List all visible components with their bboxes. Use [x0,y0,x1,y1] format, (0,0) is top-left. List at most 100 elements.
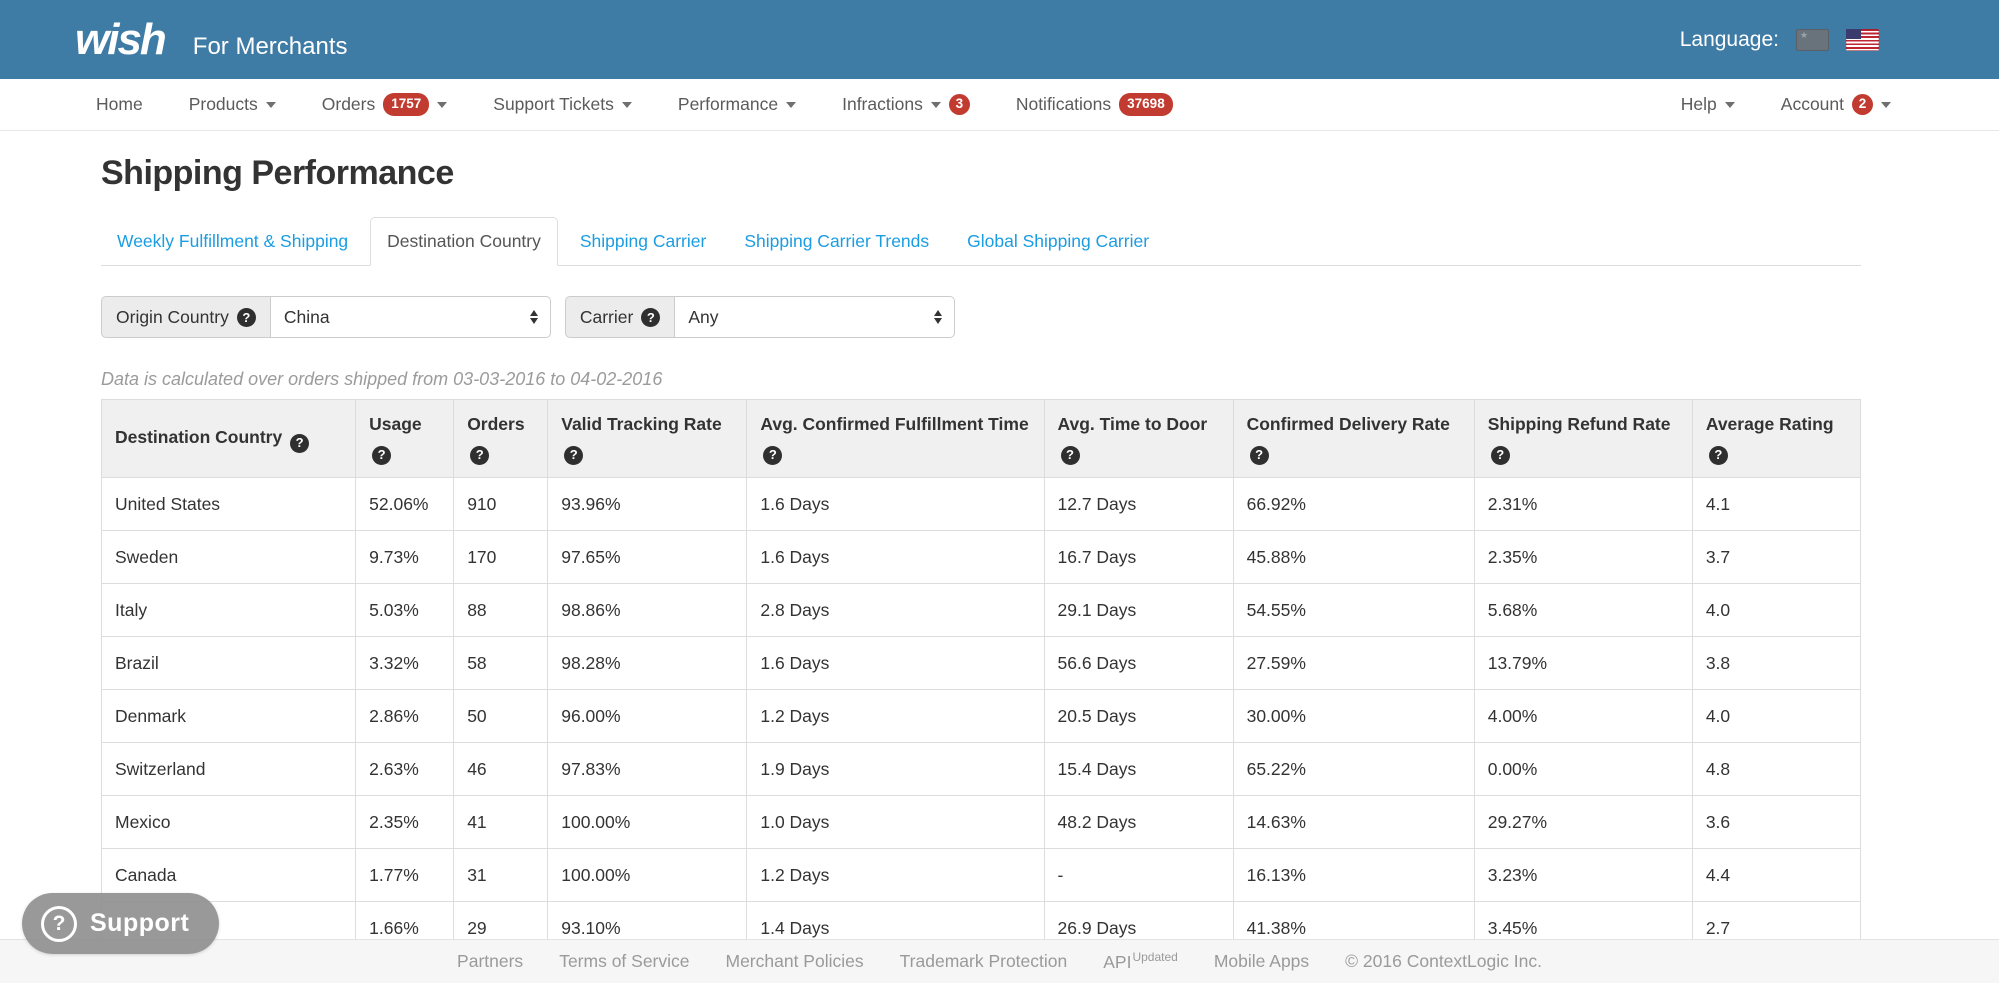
date-range-note: Data is calculated over orders shipped f… [101,369,663,389]
table-row: Sweden 9.73% 170 97.65% 1.6 Days 16.7 Days 45.… [100,530,1862,585]
chevron-down-icon [265,102,276,113]
nav-item-notifications[interactable]: Notifications 37698 [993,93,1196,116]
data-cell: 98.86% [547,583,748,638]
data-cell: 2.35% [355,795,455,850]
column-header-destination-country: Destination Country ? [100,398,357,479]
nav-item-support-tickets[interactable]: Support Tickets [470,94,655,115]
footer-item-superscript: Updated [1132,950,1178,965]
data-cell: 16.7 Days [1043,530,1234,585]
nav-item-performance[interactable]: Performance [655,94,819,115]
nav-item-infractions[interactable]: Infractions 3 [819,94,993,115]
data-cell: 5.03% [355,583,455,638]
mobile-apps-link[interactable]: Mobile Apps [1214,951,1309,972]
2016-contextlogic-inc-text: © 2016 ContextLogic Inc. [1345,951,1542,972]
data-cell: 29.1 Days [1043,583,1234,638]
tab-shipping-carrier-trends[interactable]: Shipping Carrier Trends [744,231,930,251]
origin-country-selected-value: China [283,306,330,327]
footer-item-label: Merchant Policies [725,951,864,971]
wish-logo[interactable]: wish [75,14,167,64]
nav-item-orders[interactable]: Orders 1757 [299,93,471,116]
data-cell: 30.00% [1232,689,1475,744]
data-cell: 12.7 Days [1043,477,1234,532]
language-switcher: Language: [1680,28,1879,52]
help-icon[interactable]: ? [1490,446,1510,466]
merchant-policies-link[interactable]: Merchant Policies [726,951,864,972]
partners-link[interactable]: Partners [457,951,523,972]
tab-destination-country[interactable]: Destination Country [370,217,558,266]
column-header-label: Avg. Time to Door [1057,414,1208,434]
data-cell: 97.83% [547,742,748,797]
notification-badge: 3 [948,94,970,115]
help-icon[interactable]: ? [641,307,661,327]
data-cell: 0.00% [1473,742,1693,797]
chevron-down-icon [437,102,448,113]
api-link[interactable]: APIUpdated [1103,950,1178,973]
nav-item-account[interactable]: Account 2 [1758,94,1891,115]
nav-item-label: Account [1780,94,1844,114]
carrier-filter: Carrier ? Any [564,296,956,338]
origin-country-label: Origin Country ? [101,296,270,338]
language-label: Language: [1679,27,1779,51]
column-header-usage: Usage ? [355,398,455,479]
nav-item-home[interactable]: Home [96,94,166,115]
data-cell: 1.0 Days [746,795,1045,850]
data-cell: 1.2 Days [746,848,1045,903]
help-icon[interactable]: ? [564,446,584,466]
data-cell: 16.13% [1232,848,1475,903]
select-arrows-icon [934,306,943,328]
footer-item-label: Mobile Apps [1213,951,1310,971]
data-cell: 2.35% [1473,530,1693,585]
help-icon[interactable]: ? [372,446,392,466]
data-cell: 20.5 Days [1043,689,1234,744]
data-cell: 29.27% [1473,795,1693,850]
help-icon[interactable]: ? [470,446,490,466]
data-cell: 48.2 Days [1043,795,1234,850]
data-cell: 3.23% [1473,848,1693,903]
tab-weekly-fulfillment-shipping[interactable]: Weekly Fulfillment & Shipping [117,231,349,251]
terms-of-service-link[interactable]: Terms of Service [559,951,689,972]
table-row: Mexico 2.35% 41 100.00% 1.0 Days 48.2 Days 14.… [100,795,1862,850]
data-cell: 27.59% [1232,636,1475,691]
table-row: Canada 1.77% 31 100.00% 1.2 Days -16.13% 3.23%… [100,848,1862,903]
data-cell: 52.06% [355,477,455,532]
data-cell: 100.00% [547,848,748,903]
table-row: Denmark 2.86% 50 96.00% 1.2 Days 20.5 Days 30.… [100,689,1862,744]
nav-item-label: Help [1680,94,1717,114]
china-flag-icon[interactable] [1796,28,1829,51]
us-flag-icon[interactable] [1846,28,1879,51]
data-cell: 58 [453,636,549,691]
data-cell: 2.63% [355,742,455,797]
data-cell: 45.88% [1232,530,1475,585]
tab-global-shipping-carrier[interactable]: Global Shipping Carrier [967,231,1150,251]
data-cell: 65.22% [1232,742,1475,797]
nav-item-help[interactable]: Help [1658,94,1758,115]
brand-subtitle: For Merchants [192,32,348,60]
origin-country-select[interactable]: China [269,296,551,338]
help-icon[interactable]: ? [1249,446,1269,466]
tab-shipping-carrier[interactable]: Shipping Carrier [579,231,707,251]
tabs-bar: Weekly Fulfillment & Shipping Destination… [101,217,1861,266]
data-cell: 4.4 [1691,848,1862,903]
data-cell: 4.00% [1473,689,1693,744]
column-header-avg-confirmed-fulfillment-time: Avg. Confirmed Fulfillment Time ? [746,398,1045,479]
nav-item-products[interactable]: Products [166,94,299,115]
column-header-label: Confirmed Delivery Rate [1246,414,1450,434]
help-icon[interactable]: ? [236,307,256,327]
help-icon[interactable]: ? [1708,446,1728,466]
data-cell: 97.65% [547,530,748,585]
data-cell: 3.7 [1691,530,1862,585]
table-row: United States 52.06% 910 93.96% 1.6 Days 12.7… [100,477,1862,532]
data-cell: 2.8 Days [746,583,1045,638]
data-cell: 13.79% [1473,636,1693,691]
data-cell: 2.86% [355,689,455,744]
data-cell: 93.96% [547,477,748,532]
help-icon[interactable]: ? [763,446,783,466]
carrier-label: Carrier ? [564,296,675,338]
nav-item-label: Orders [321,94,376,114]
support-button[interactable]: ? Support [22,893,220,954]
trademark-protection-link[interactable]: Trademark Protection [900,951,1068,972]
column-header-valid-tracking-rate: Valid Tracking Rate ? [547,398,748,479]
carrier-select[interactable]: Any [674,296,956,338]
help-icon[interactable]: ? [1060,446,1080,466]
help-icon[interactable]: ? [290,433,310,453]
